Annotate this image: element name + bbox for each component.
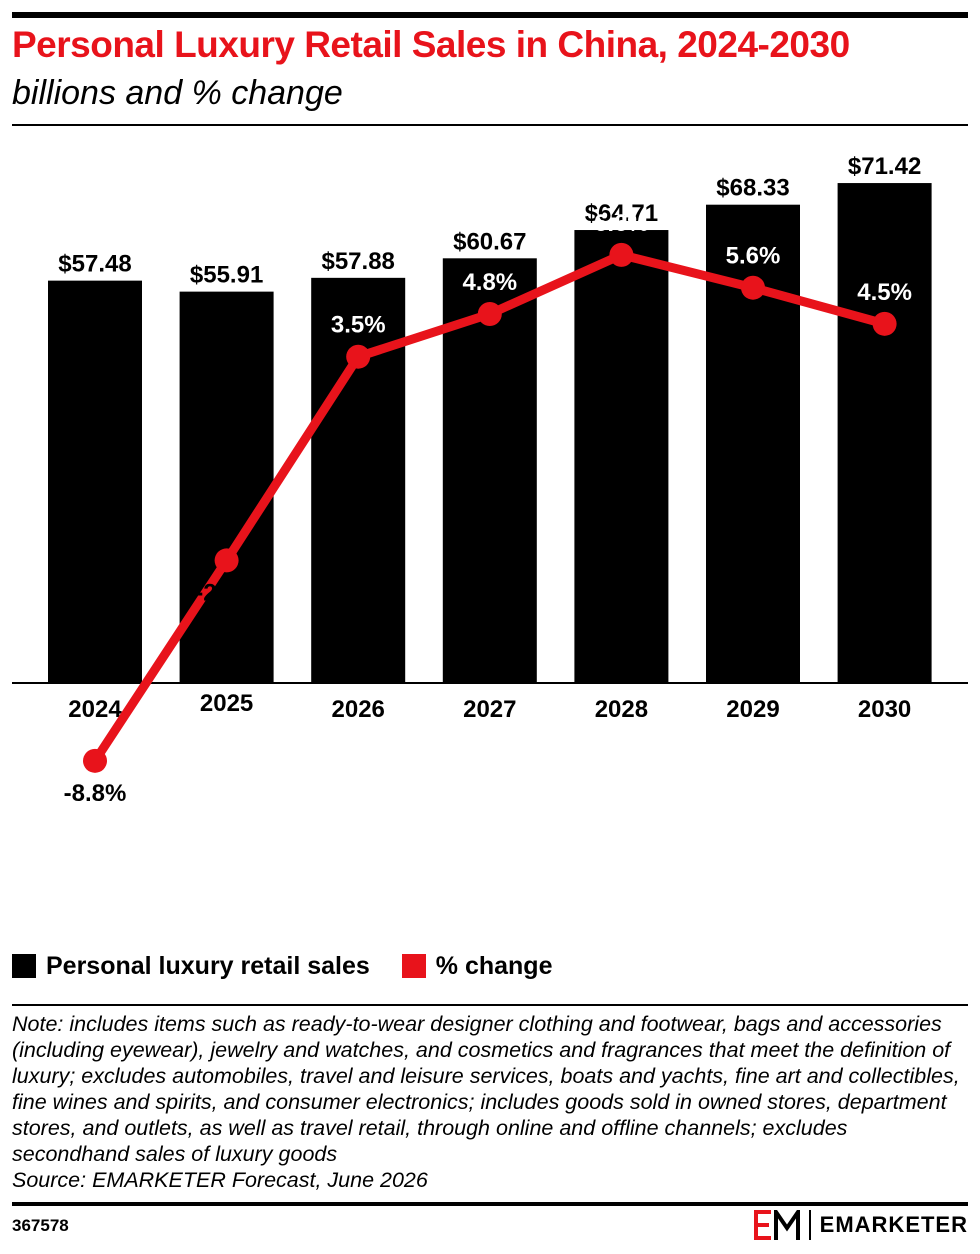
- change-label-2026: 3.5%: [331, 312, 386, 339]
- change-label-2029: 5.6%: [726, 243, 781, 270]
- x-tick-2024: 2024: [68, 696, 122, 723]
- bar-2027: [442, 258, 537, 683]
- change-label-2028: 6.6%: [594, 210, 649, 237]
- change-point-2027: [477, 301, 502, 326]
- chart-title: Personal Luxury Retail Sales in China, 2…: [12, 24, 850, 65]
- bar-label-2029: $68.33: [716, 175, 789, 202]
- change-point-2024: [83, 748, 107, 773]
- x-tick-2029: 2029: [726, 696, 779, 723]
- note-rule: [12, 1004, 968, 1006]
- change-label-2027: 4.8%: [462, 269, 517, 296]
- change-label-2024: -8.8%: [64, 780, 127, 807]
- brand-divider: [808, 1210, 811, 1240]
- header-rule: [12, 124, 968, 126]
- legend-label-change: % change: [435, 951, 553, 980]
- note-text: Note: includes items such as ready-to-we…: [12, 1012, 960, 1166]
- emarketer-logo-icon: [753, 1210, 800, 1240]
- chart-subtitle: billions and % change: [12, 74, 343, 112]
- bar-label-2024: $57.48: [58, 251, 131, 278]
- combo-chart: $57.48 $55.91 $57.88 $60.67 $64.71 $68.33 $71.…: [12, 153, 968, 807]
- chart-id: 367578: [12, 1216, 69, 1235]
- legend-item-sales: Personal luxury retail sales: [12, 952, 370, 981]
- bar-2028: [574, 230, 669, 683]
- legend-item-change: % change: [401, 951, 553, 981]
- bar-label-2028: $64.71: [585, 200, 658, 227]
- legend-label-sales: Personal luxury retail sales: [46, 951, 370, 980]
- change-point-2028: [609, 242, 634, 267]
- bar-label-2025: $55.91: [190, 262, 263, 289]
- source-text: Source: EMARKETER Forecast, June 2026: [12, 1168, 428, 1192]
- brand-logo: EMARKETER: [753, 1210, 968, 1240]
- change-point-2025: [214, 548, 239, 573]
- x-tick-2026: 2026: [332, 696, 385, 723]
- bar-2030: [837, 183, 932, 683]
- x-tick-2028: 2028: [595, 696, 648, 723]
- legend: Personal luxury retail sales % change: [12, 946, 584, 986]
- change-point-2026: [346, 344, 371, 369]
- change-point-2029: [741, 275, 765, 300]
- top-rule: [12, 12, 968, 18]
- bar-label-2027: $60.67: [453, 228, 526, 255]
- legend-swatch-change: [401, 954, 426, 978]
- change-point-2030: [872, 311, 897, 336]
- bar-2025: [179, 291, 274, 683]
- legend-swatch-sales: [12, 954, 36, 978]
- footnote: Note: includes items such as ready-to-we…: [12, 1011, 962, 1193]
- x-axis-line: [12, 682, 968, 684]
- x-tick-2027: 2027: [463, 696, 516, 723]
- x-tick-2030: 2030: [858, 696, 911, 723]
- bar-label-2030: $71.42: [848, 153, 921, 180]
- bar-label-2026: $57.88: [321, 248, 394, 275]
- bottom-rule: [12, 1202, 968, 1206]
- bar-2024: [48, 280, 142, 683]
- x-tick-2025: 2025: [200, 690, 253, 717]
- change-label-2025: -2.7%: [195, 579, 258, 606]
- change-label-2030: 4.5%: [857, 279, 912, 306]
- brand-name: EMARKETER: [819, 1212, 968, 1237]
